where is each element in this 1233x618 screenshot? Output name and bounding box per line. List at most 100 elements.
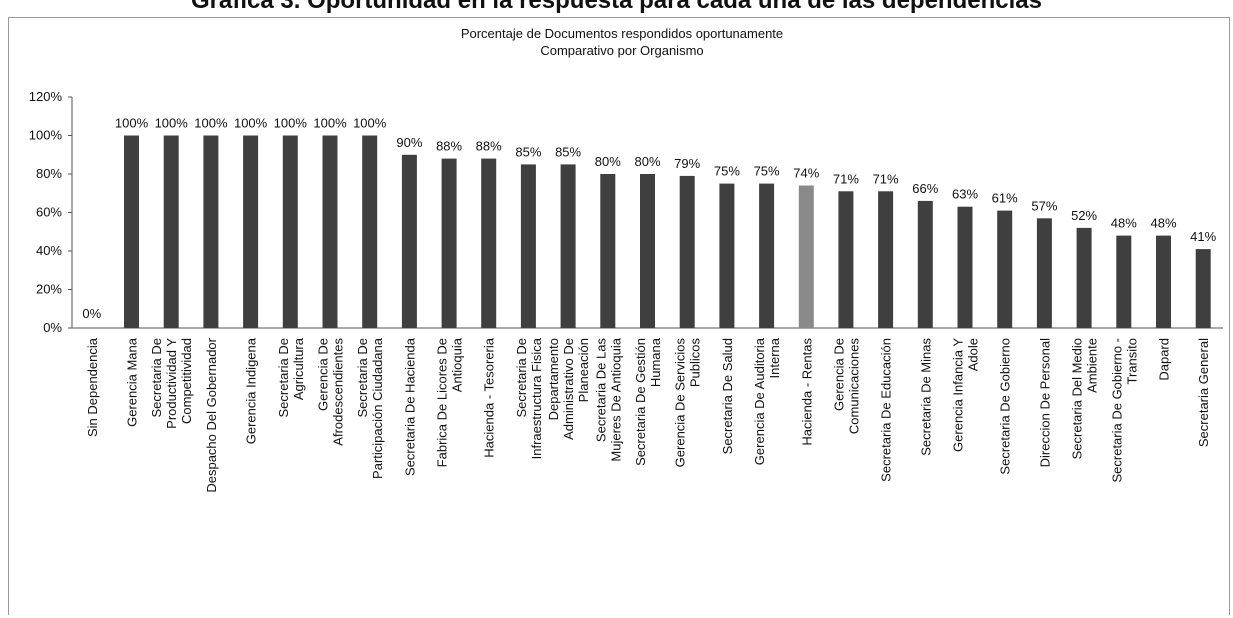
category-label: Gerencia Indigena xyxy=(244,337,259,444)
data-label: 41% xyxy=(1190,229,1216,244)
data-label: 71% xyxy=(873,171,899,186)
category-label: Transito xyxy=(1124,338,1139,384)
bar xyxy=(997,210,1013,328)
category-label: Hacienda - Tesoreria xyxy=(482,337,497,457)
data-label: 75% xyxy=(714,164,740,179)
page-heading: Gráfica 3. Oportunidad en la respuesta p… xyxy=(191,0,1042,14)
category-label: Secretaria De Las xyxy=(593,338,608,443)
chart-subtitle: Comparativo por Organismo xyxy=(540,43,703,58)
category-label: Competitividad xyxy=(179,338,194,424)
bar xyxy=(520,164,536,328)
bar xyxy=(401,154,417,329)
category-label: Secretaria De Gobierno xyxy=(998,338,1013,475)
category-label: Infraestructura Fisica xyxy=(529,337,544,459)
y-tick-label: 20% xyxy=(36,282,62,297)
data-label: 100% xyxy=(234,116,268,131)
category-label: Secretaria General xyxy=(1196,338,1211,447)
y-tick-label: 0% xyxy=(43,320,62,335)
category-label: Participación Ciudadana xyxy=(370,337,385,479)
bar xyxy=(362,135,378,328)
data-label: 88% xyxy=(476,139,502,154)
category-label: Direccion De Personal xyxy=(1037,338,1052,467)
category-label: Secretaria De xyxy=(276,338,291,417)
category-label: Adole xyxy=(966,338,981,371)
category-label: Gerencia De Auditoria xyxy=(752,337,767,465)
category-label: Despacho Del Gobernador xyxy=(204,337,219,492)
category-label: Secretaria De Educación xyxy=(879,338,894,482)
bar xyxy=(798,185,814,328)
category-label: Planeación xyxy=(576,338,591,402)
category-label: Comunicaciones xyxy=(846,338,861,435)
data-label: 100% xyxy=(115,116,149,131)
category-label: Antioquia xyxy=(450,337,465,392)
data-label: 100% xyxy=(274,116,308,131)
bar xyxy=(1116,235,1132,328)
bar xyxy=(600,174,616,328)
bar xyxy=(1195,249,1211,328)
data-label: 100% xyxy=(353,116,387,131)
data-label: 75% xyxy=(754,164,780,179)
bar xyxy=(679,175,695,328)
category-label: Gerencia Infancia Y xyxy=(951,338,966,452)
bar xyxy=(124,135,139,328)
category-label: Departamento xyxy=(546,338,561,420)
bar xyxy=(640,174,655,328)
category-label: Secretaria Del Medio xyxy=(1070,338,1085,459)
bar xyxy=(1036,218,1052,328)
bar xyxy=(282,135,298,328)
bar xyxy=(203,135,219,328)
y-axis: 0% 20% 40% 60% 80% 100% 120% xyxy=(29,89,73,335)
y-tick-label: 120% xyxy=(29,89,63,104)
bar xyxy=(243,135,259,328)
data-label: 85% xyxy=(515,144,541,159)
category-label: Secretaria De Salud xyxy=(720,338,735,454)
data-label: 66% xyxy=(912,181,938,196)
y-tick-label: 80% xyxy=(36,166,62,181)
bar xyxy=(1156,235,1171,328)
bars xyxy=(124,135,1211,329)
data-label: 85% xyxy=(555,144,581,159)
data-label: 79% xyxy=(674,156,700,171)
y-tick-label: 100% xyxy=(29,128,63,143)
category-label: Mujeres De Antioquia xyxy=(608,337,623,461)
category-label: Secretaria De Hacienda xyxy=(402,337,417,476)
category-label: Sin Dependencia xyxy=(85,337,100,437)
category-label: Secretaria De xyxy=(355,338,370,417)
category-label: Afrodescendientes xyxy=(331,338,346,446)
category-label: Gerencia De xyxy=(316,338,331,411)
data-label: 80% xyxy=(634,154,660,169)
y-tick-label: 40% xyxy=(36,243,62,258)
data-label: 48% xyxy=(1150,216,1176,231)
category-label: Gerencia Mana xyxy=(125,337,140,427)
chart-frame xyxy=(8,17,1230,615)
category-label: Ambiente xyxy=(1085,338,1100,393)
category-label: Agricultura xyxy=(291,337,306,400)
bar xyxy=(441,158,457,328)
category-label: Secretaria De Minas xyxy=(918,338,933,456)
category-label: Secretaria De xyxy=(149,338,164,417)
bar xyxy=(838,191,854,328)
category-label: Publicos xyxy=(688,338,703,388)
data-label: 0% xyxy=(82,306,101,321)
bar xyxy=(719,183,735,328)
data-label: 63% xyxy=(952,187,978,202)
data-label: 100% xyxy=(194,116,228,131)
bar xyxy=(917,200,933,328)
bar xyxy=(957,206,973,328)
category-labels: Sin Dependencia Gerencia Mana Secretaria D… xyxy=(85,337,1211,492)
category-label: Secretaria De xyxy=(514,338,529,417)
data-label: 90% xyxy=(396,135,422,150)
bar xyxy=(878,191,894,328)
bar xyxy=(759,183,775,328)
category-label: Fabrica De Licores De xyxy=(435,338,450,467)
data-labels: 0% 100% 100% 100% 100% 100% 100% 100% 90% 88% 88% 8… xyxy=(82,116,1216,322)
category-label: Administrativo De xyxy=(561,338,576,440)
category-label: Gerencia De xyxy=(831,338,846,411)
data-label: 88% xyxy=(436,139,462,154)
category-label: Gerencia De Servicios xyxy=(673,338,688,468)
data-label: 100% xyxy=(313,116,347,131)
category-label: Productividad Y xyxy=(164,338,179,429)
data-label: 52% xyxy=(1071,208,1097,223)
bar xyxy=(481,158,497,328)
